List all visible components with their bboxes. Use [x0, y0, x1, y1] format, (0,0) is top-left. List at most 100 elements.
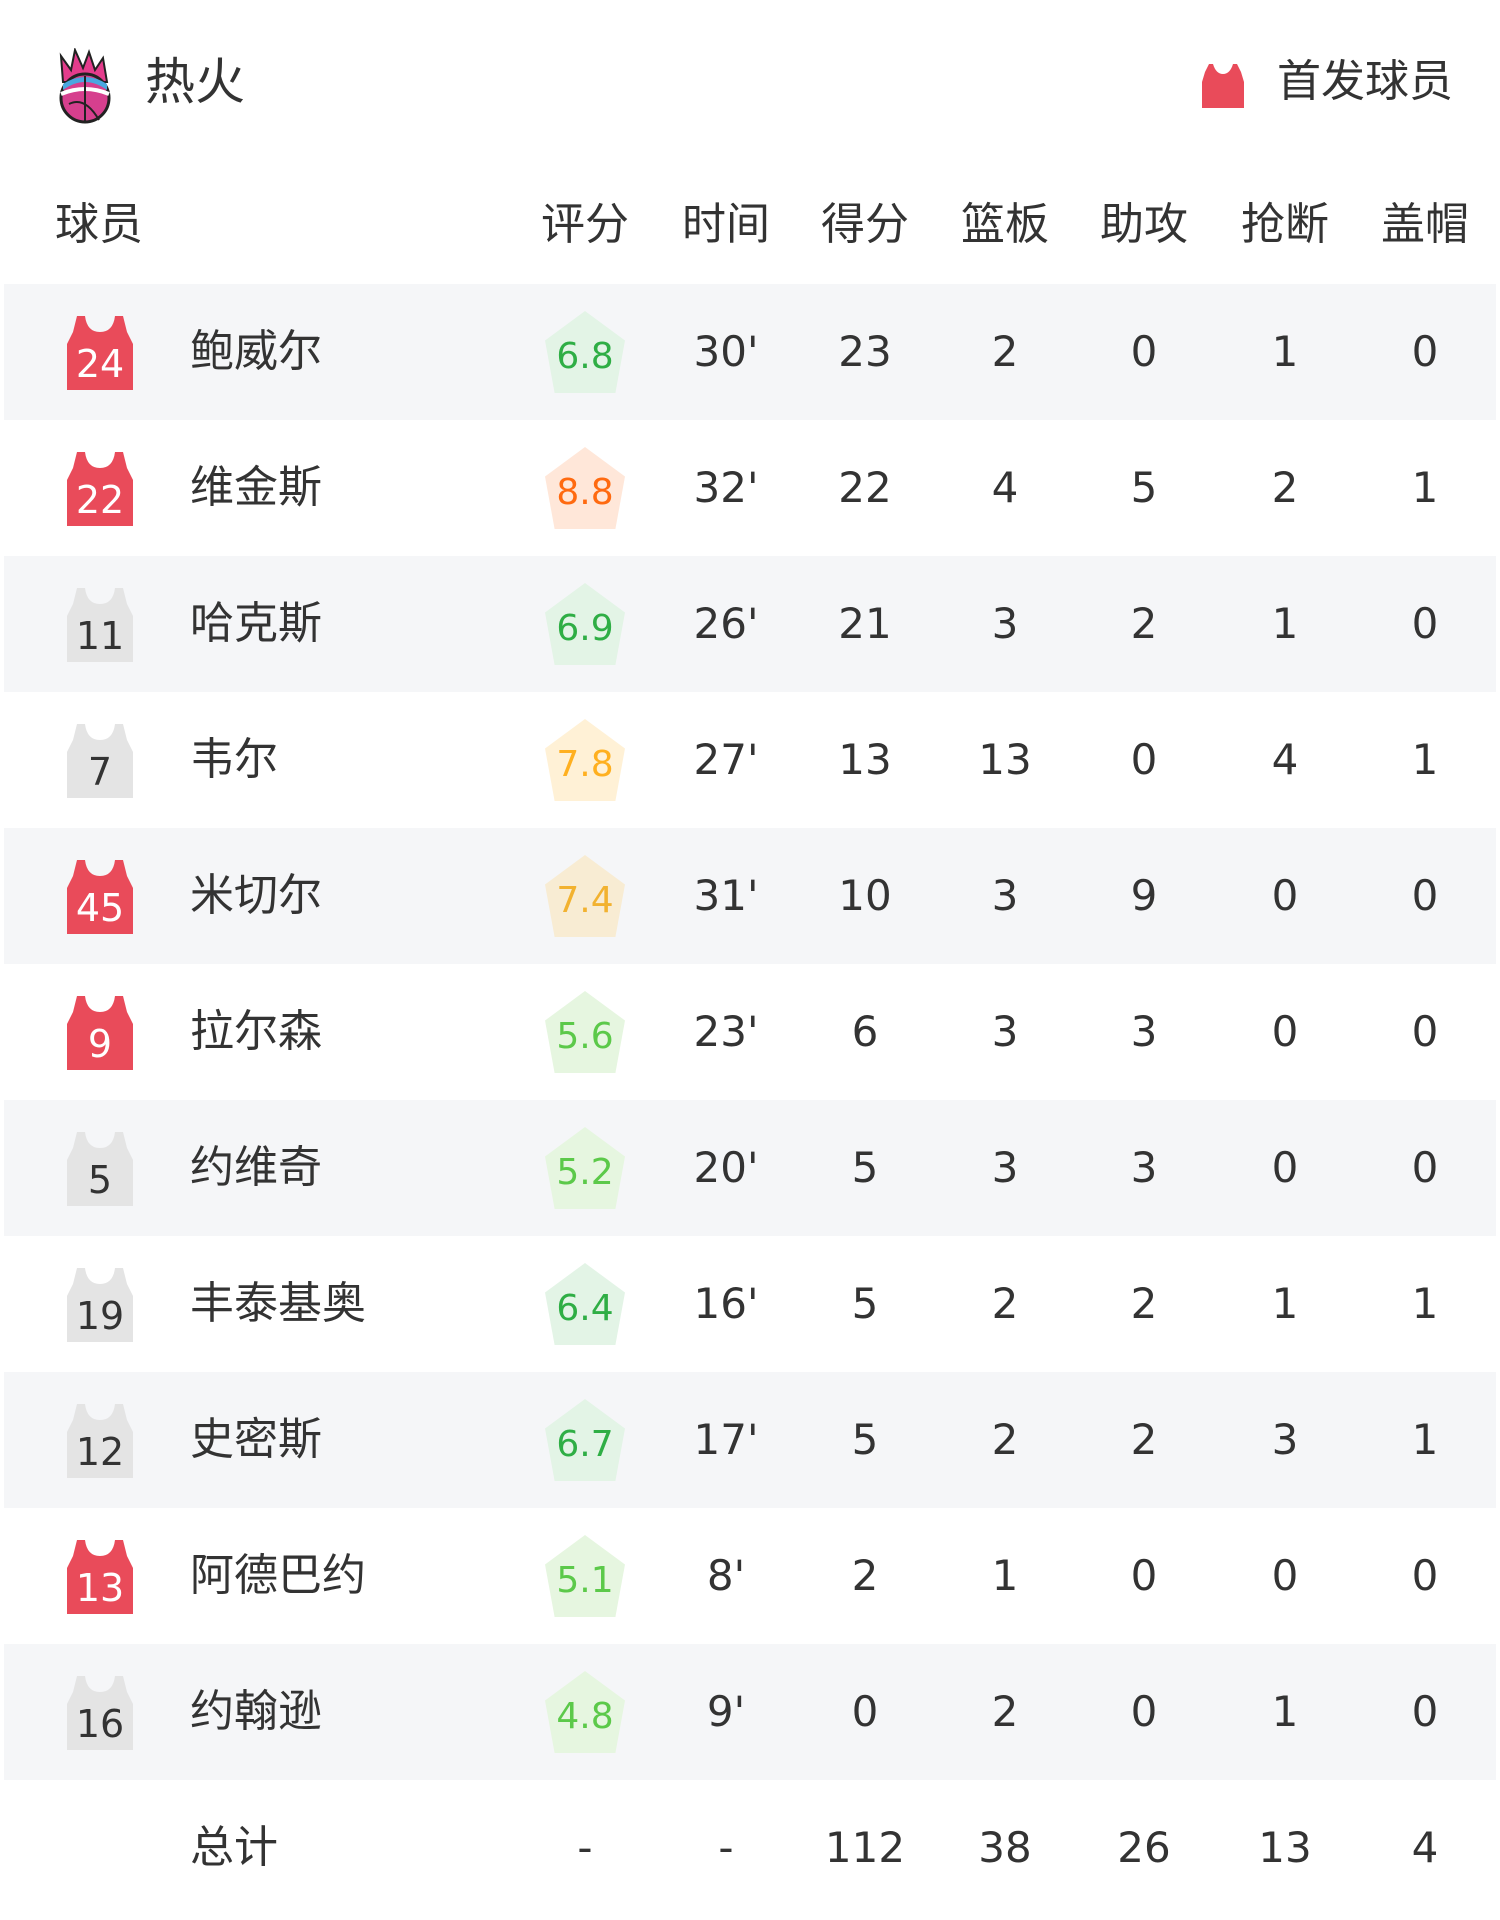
rating-value: 7.4	[556, 880, 614, 921]
player-name[interactable]: 丰泰基奥	[190, 1278, 366, 1329]
column-header-time[interactable]: 时间	[682, 199, 770, 250]
totals-rebounds: 38	[978, 1823, 1032, 1872]
player-row[interactable]: 16 约翰逊 4.8 9' 0 2 0 1 0	[4, 1644, 1496, 1780]
stat-rebounds: 2	[991, 1279, 1019, 1328]
stat-rebounds: 2	[991, 327, 1019, 376]
stat-points: 6	[851, 1007, 879, 1056]
rating-badge: 5.1	[545, 1535, 625, 1617]
player-row[interactable]: 12 史密斯 6.7 17' 5 2 2 3 1	[4, 1372, 1496, 1508]
totals-label: 总计	[190, 1822, 278, 1873]
stat-blocks: 1	[1411, 735, 1439, 784]
jersey-number: 7	[87, 750, 113, 794]
player-name[interactable]: 约翰逊	[190, 1686, 322, 1737]
player-row[interactable]: 7 韦尔 7.8 27' 13 13 0 4 1	[4, 692, 1496, 828]
stat-points: 2	[851, 1551, 879, 1600]
rating-value: 5.2	[556, 1152, 614, 1193]
player-row[interactable]: 11 哈克斯 6.9 26' 21 3 2 1 0	[4, 556, 1496, 692]
jersey-number: 22	[75, 478, 125, 522]
stat-blocks: 1	[1411, 1415, 1439, 1464]
rating-badge: 6.4	[545, 1263, 625, 1345]
stat-blocks: 0	[1411, 1143, 1439, 1192]
stat-assists: 0	[1130, 735, 1158, 784]
stat-assists: 9	[1130, 871, 1158, 920]
stat-assists: 3	[1130, 1007, 1158, 1056]
jersey-number: 12	[75, 1430, 125, 1474]
player-name[interactable]: 维金斯	[190, 462, 322, 513]
starter-jersey-icon: 13	[65, 1538, 135, 1614]
player-row[interactable]: 22 维金斯 8.8 32' 22 4 5 2 1	[4, 420, 1496, 556]
rating-badge: 7.4	[545, 855, 625, 937]
stat-assists: 5	[1130, 463, 1158, 512]
player-name[interactable]: 拉尔森	[190, 1006, 322, 1057]
player-row[interactable]: 24 鲍威尔 6.8 30' 23 2 0 1 0	[4, 284, 1496, 420]
starter-jersey-icon: 22	[65, 450, 135, 526]
stat-points: 5	[851, 1279, 879, 1328]
totals-row: 总计 - - 112 38 26 13 4	[4, 1780, 1496, 1916]
player-name[interactable]: 阿德巴约	[190, 1550, 366, 1601]
jersey-number: 11	[75, 614, 125, 658]
stat-steals: 1	[1271, 1687, 1299, 1736]
bench-jersey-icon: 11	[65, 586, 135, 662]
team-header: 热火 首发球员	[0, 0, 1500, 160]
stat-rebounds: 2	[991, 1687, 1019, 1736]
totals-assists: 26	[1117, 1823, 1171, 1872]
player-row[interactable]: 45 米切尔 7.4 31' 10 3 9 0 0	[4, 828, 1496, 964]
player-stats-table: 24 鲍威尔 6.8 30' 23 2 0 1 0 22 维金斯 8.8 32' 22 4 5 2 1 …	[4, 284, 1496, 1916]
player-row[interactable]: 9 拉尔森 5.6 23' 6 3 3 0 0	[4, 964, 1496, 1100]
heat-logo-icon	[55, 46, 115, 124]
player-name[interactable]: 哈克斯	[190, 598, 322, 649]
player-name[interactable]: 史密斯	[190, 1414, 322, 1465]
rating-badge: 7.8	[545, 719, 625, 801]
jersey-number: 9	[87, 1022, 113, 1066]
rating-value: 6.4	[556, 1288, 614, 1329]
stat-blocks: 0	[1411, 871, 1439, 920]
starter-jersey-icon: 24	[65, 314, 135, 390]
column-header-points[interactable]: 得分	[821, 199, 909, 250]
stat-steals: 0	[1271, 871, 1299, 920]
rating-badge: 4.8	[545, 1671, 625, 1753]
stat-assists: 0	[1130, 327, 1158, 376]
stat-time: 27'	[693, 735, 759, 784]
player-row[interactable]: 13 阿德巴约 5.1 8' 2 1 0 0 0	[4, 1508, 1496, 1644]
jersey-number: 45	[75, 886, 125, 930]
stat-points: 22	[838, 463, 892, 512]
team-name: 热火	[145, 53, 245, 111]
rating-badge: 5.2	[545, 1127, 625, 1209]
jersey-number: 16	[75, 1702, 125, 1746]
stat-time: 8'	[706, 1551, 746, 1600]
rating-badge: 5.6	[545, 991, 625, 1073]
stat-time: 17'	[693, 1415, 759, 1464]
stat-time: 16'	[693, 1279, 759, 1328]
stat-rebounds: 3	[991, 1007, 1019, 1056]
column-header-rating[interactable]: 评分	[541, 199, 629, 250]
bench-jersey-icon: 19	[65, 1266, 135, 1342]
stat-points: 5	[851, 1143, 879, 1192]
column-header-steals[interactable]: 抢断	[1241, 199, 1329, 250]
stat-time: 23'	[693, 1007, 759, 1056]
player-row[interactable]: 19 丰泰基奥 6.4 16' 5 2 2 1 1	[4, 1236, 1496, 1372]
stat-rebounds: 3	[991, 871, 1019, 920]
stat-blocks: 0	[1411, 327, 1439, 376]
stat-steals: 0	[1271, 1551, 1299, 1600]
stat-points: 13	[838, 735, 892, 784]
player-name[interactable]: 约维奇	[190, 1142, 322, 1193]
stat-steals: 1	[1271, 327, 1299, 376]
player-name[interactable]: 鲍威尔	[190, 326, 322, 377]
rating-value: 6.7	[556, 1424, 614, 1465]
stat-rebounds: 13	[978, 735, 1032, 784]
column-header-assists[interactable]: 助攻	[1100, 199, 1188, 250]
player-name[interactable]: 米切尔	[190, 870, 322, 921]
jersey-number: 13	[75, 1566, 125, 1610]
column-header-blocks[interactable]: 盖帽	[1381, 199, 1469, 250]
bench-jersey-icon: 12	[65, 1402, 135, 1478]
player-name[interactable]: 韦尔	[190, 734, 278, 785]
rating-badge: 6.9	[545, 583, 625, 665]
stat-steals: 0	[1271, 1143, 1299, 1192]
stat-blocks: 0	[1411, 1007, 1439, 1056]
column-header-rebounds[interactable]: 篮板	[961, 199, 1049, 250]
stat-assists: 2	[1130, 1415, 1158, 1464]
stat-rebounds: 4	[991, 463, 1019, 512]
stat-assists: 2	[1130, 599, 1158, 648]
stat-steals: 0	[1271, 1007, 1299, 1056]
player-row[interactable]: 5 约维奇 5.2 20' 5 3 3 0 0	[4, 1100, 1496, 1236]
